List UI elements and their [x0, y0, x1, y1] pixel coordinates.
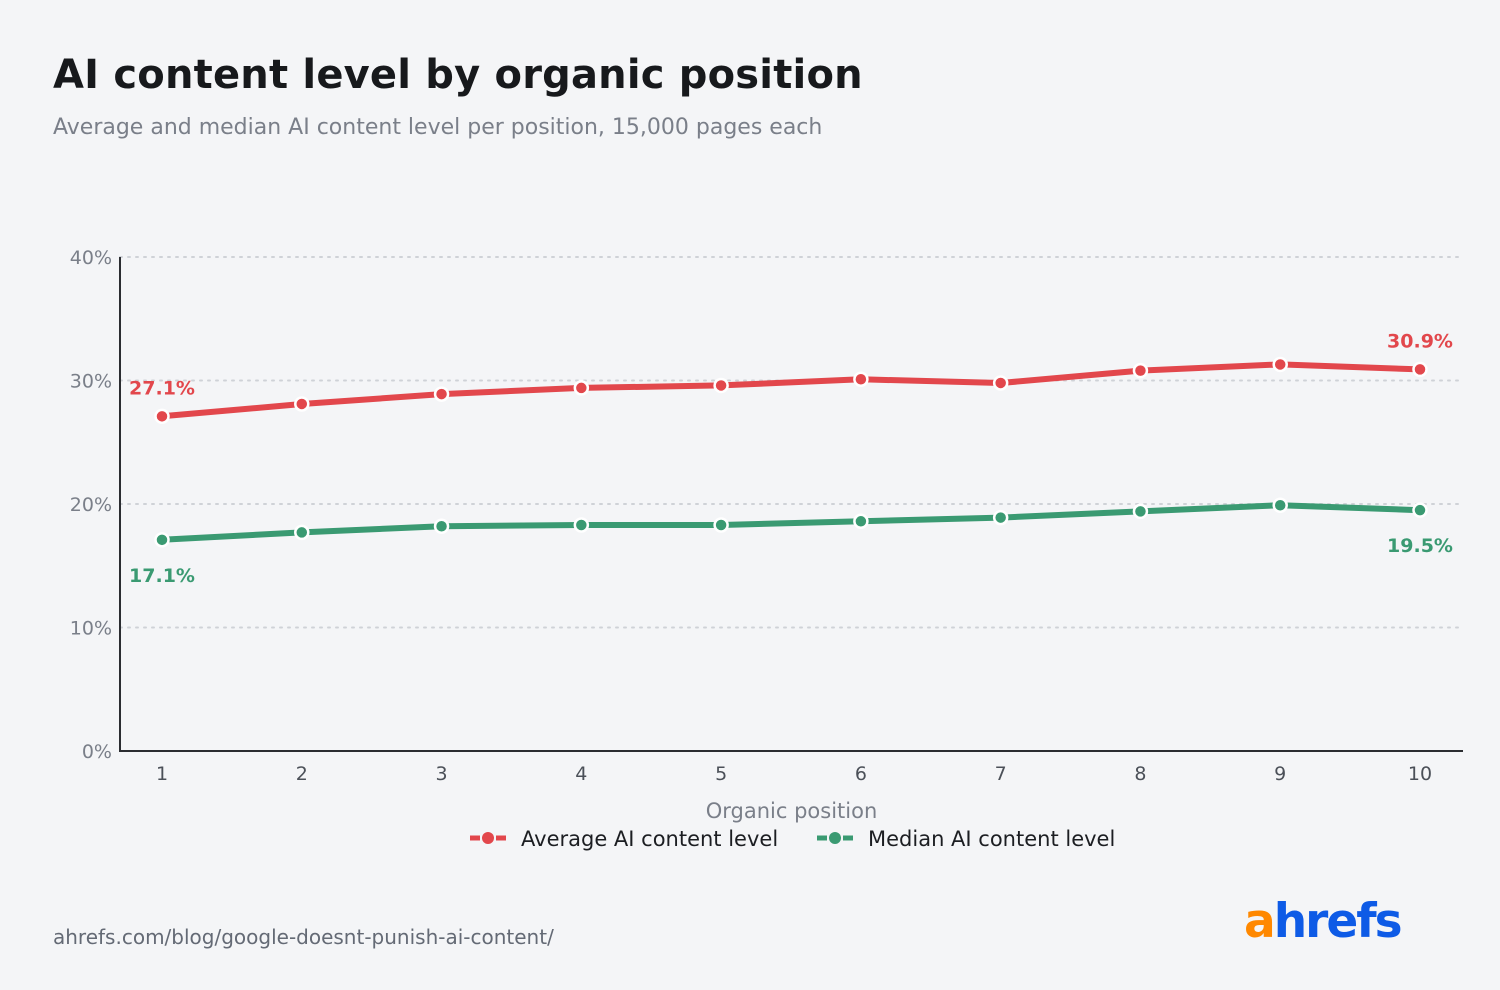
data-label: 19.5% [1387, 535, 1453, 557]
data-point [294, 396, 310, 412]
y-tick-label: 0% [82, 741, 112, 763]
y-tick-label: 40% [70, 247, 112, 269]
series-line-median [159, 502, 1423, 543]
legend-item-average: Average AI content level [470, 827, 778, 851]
data-point [573, 380, 590, 396]
data-point [853, 371, 869, 388]
x-tick-label: 1 [156, 763, 168, 785]
data-point [1132, 362, 1149, 379]
data-point [1132, 503, 1149, 520]
line-chart: 0% 10% 20% 30% 40% 1 2 3 4 5 6 7 8 9 10 Organic positio… [70, 247, 1464, 851]
legend-item-median: Median AI content level [817, 827, 1115, 851]
y-tick-label: 10% [70, 618, 112, 640]
series-line-average [159, 361, 1423, 420]
x-axis-title: Organic position [706, 799, 878, 823]
y-tick-label: 20% [70, 494, 112, 516]
data-point [433, 386, 450, 402]
x-tick-label: 5 [715, 763, 727, 785]
data-point [433, 518, 450, 534]
chart-title: AI content level by organic position [53, 52, 863, 98]
data-point [992, 509, 1009, 526]
data-point [1412, 361, 1428, 378]
data-point [154, 532, 170, 548]
data-point [1272, 356, 1288, 373]
data-point [573, 517, 590, 533]
x-tick-label: 6 [855, 763, 867, 785]
x-tick-label: 10 [1408, 763, 1432, 785]
chart-subtitle: Average and median AI content level per … [53, 115, 823, 140]
legend-label: Median AI content level [868, 827, 1115, 851]
data-label: 27.1% [129, 377, 195, 399]
x-tick-label: 3 [436, 763, 448, 785]
data-point [992, 375, 1009, 391]
legend-swatch-marker [829, 832, 841, 844]
logo-letters-hrefs: hrefs [1273, 894, 1403, 949]
x-tick-label: 4 [575, 763, 587, 785]
data-point [1412, 502, 1428, 518]
source-url: ahrefs.com/blog/google-doesnt-punish-ai-… [53, 925, 554, 949]
data-point [713, 377, 729, 394]
data-label: 30.9% [1387, 330, 1453, 352]
data-label: 17.1% [129, 565, 195, 587]
legend-label: Average AI content level [521, 827, 778, 851]
data-point [294, 524, 310, 541]
x-tick-label: 7 [995, 763, 1007, 785]
x-tick-label: 9 [1274, 763, 1286, 785]
ahrefs-logo: ahrefs [1244, 898, 1403, 945]
data-point [1272, 497, 1288, 513]
data-point [154, 408, 170, 425]
data-point [853, 513, 869, 530]
data-point [713, 517, 729, 533]
logo-letter-a: a [1244, 894, 1276, 949]
x-tick-label: 8 [1134, 763, 1146, 785]
y-tick-label: 30% [70, 371, 112, 393]
legend-swatch-marker [482, 832, 494, 844]
x-tick-label: 2 [296, 763, 308, 785]
